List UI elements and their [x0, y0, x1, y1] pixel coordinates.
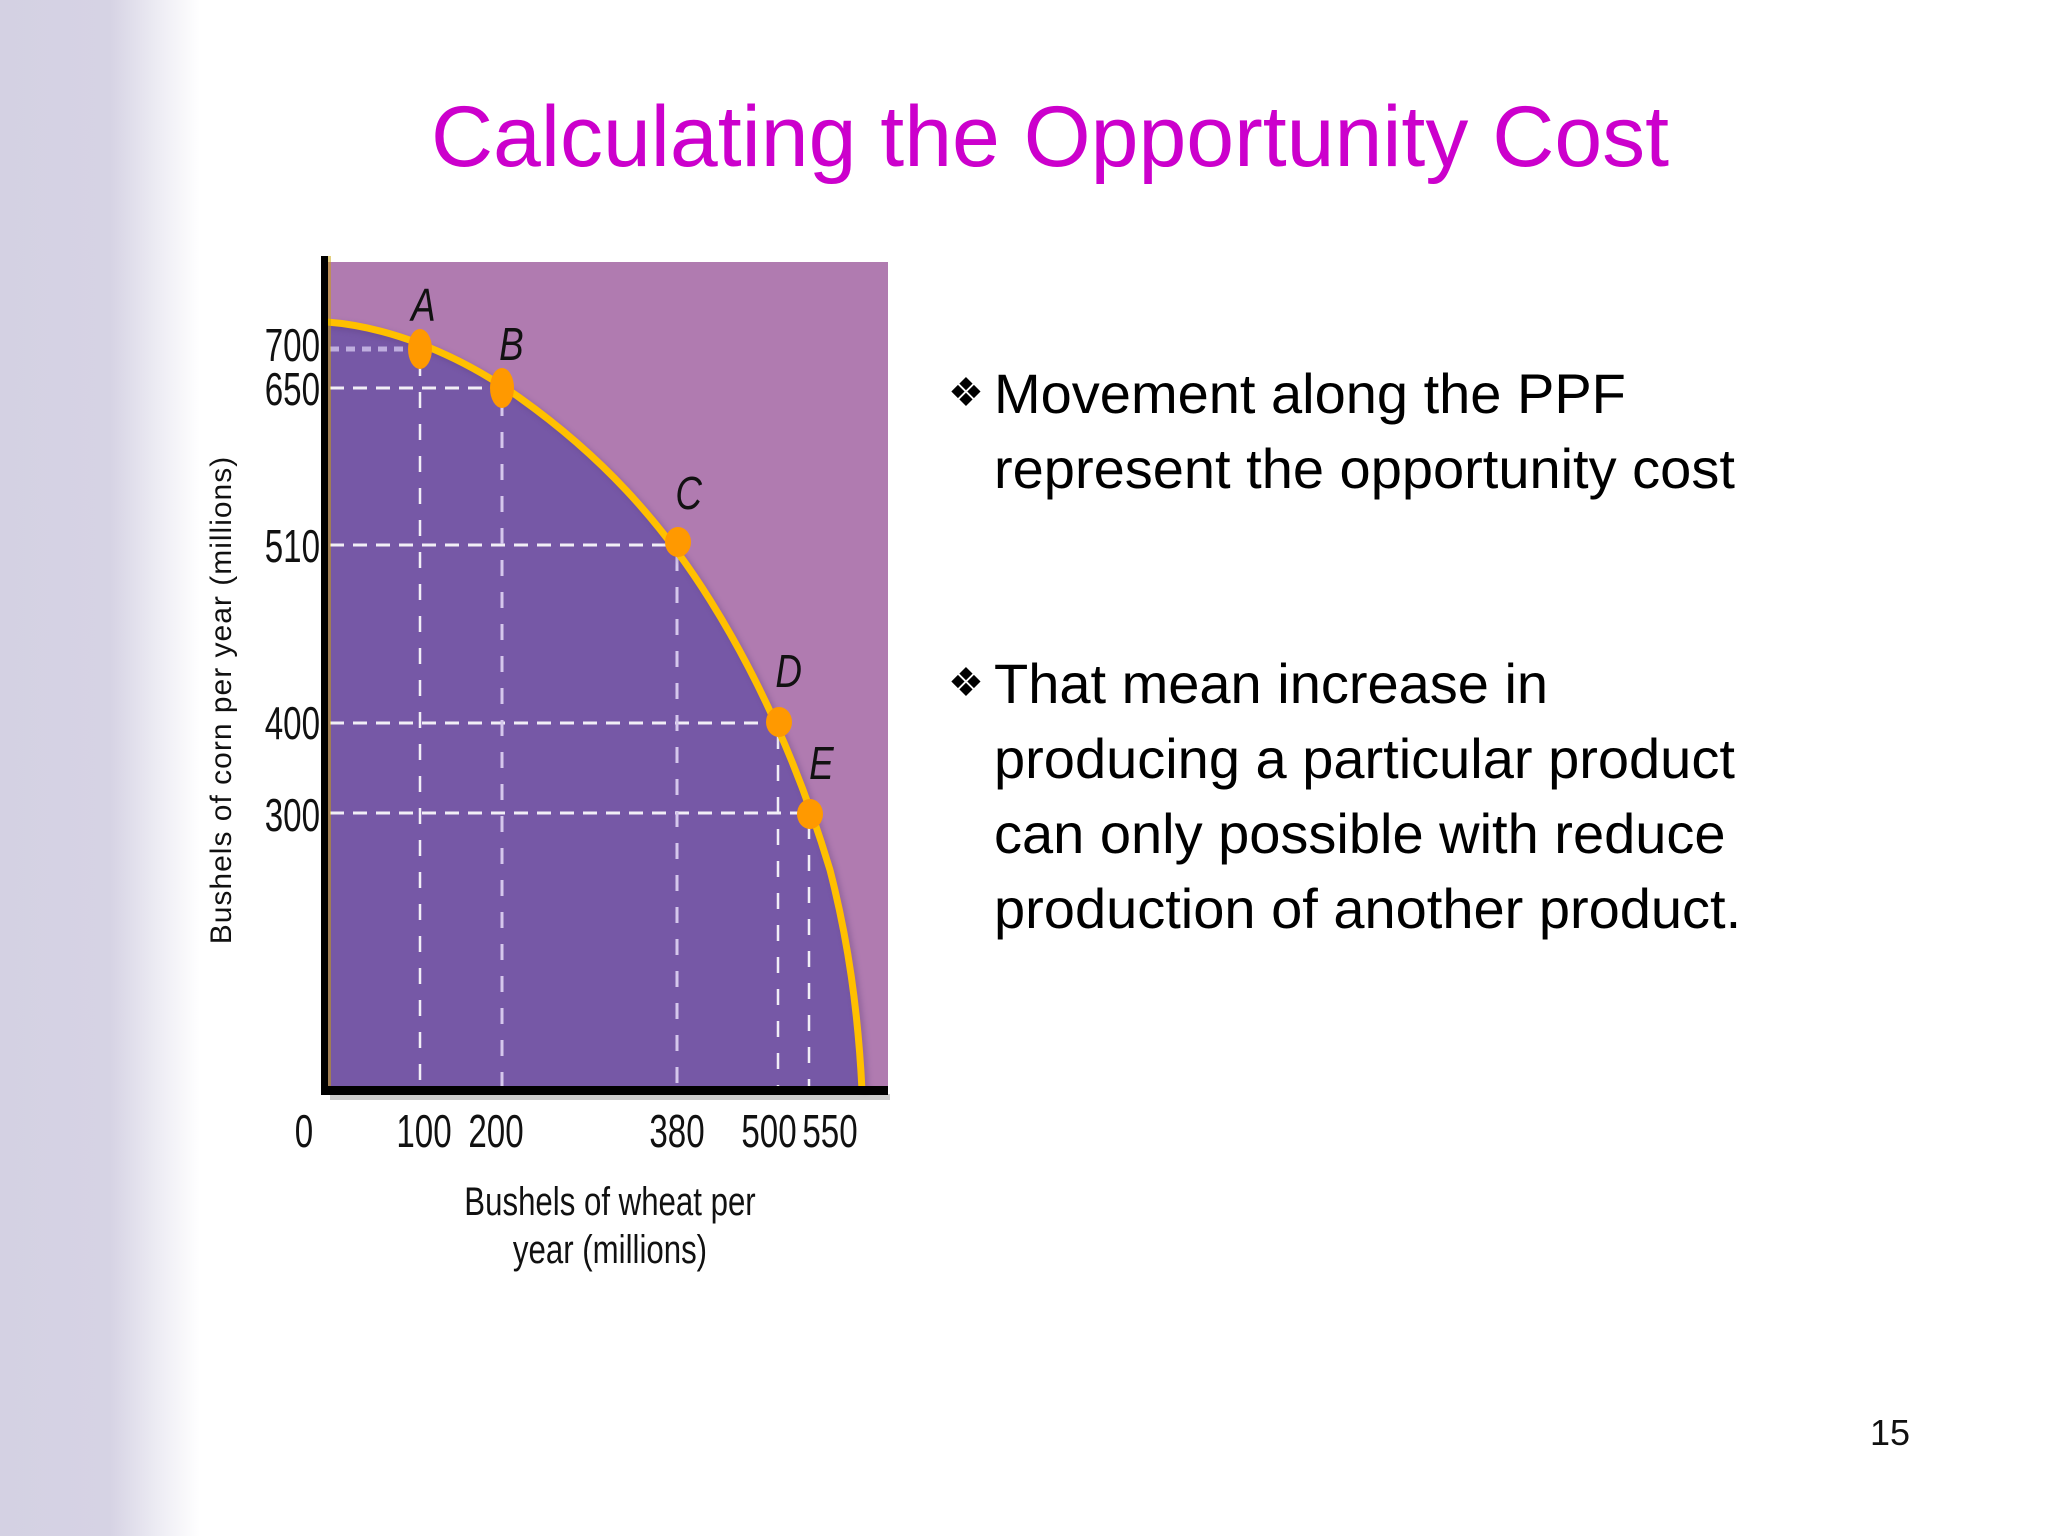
bullet-line: Movement along the PPF	[994, 362, 1626, 425]
data-points	[408, 329, 823, 829]
feasible-region	[327, 322, 862, 1090]
point-label-d: D	[775, 645, 802, 697]
bullet-line: production of another product.	[994, 877, 1742, 940]
x-tick-380: 380	[649, 1105, 705, 1157]
point-label-a: A	[411, 279, 436, 331]
bullet-item: ❖ Movement along the PPF represent the o…	[944, 356, 1944, 506]
y-tick-300: 300	[264, 789, 320, 841]
diamond-cluster-icon: ❖	[948, 371, 984, 415]
page-number: 15	[1870, 1412, 1911, 1453]
point-label-e: E	[809, 737, 834, 789]
y-tick-510: 510	[264, 520, 320, 572]
point-label-b: B	[499, 318, 524, 370]
bullet-line: That mean increase in	[994, 652, 1549, 715]
y-axis-label: Bushels of corn per year (millions)	[205, 455, 238, 945]
bullet-line: can only possible with reduce	[994, 802, 1726, 865]
point-e	[797, 799, 823, 829]
side-gradient-band	[0, 0, 200, 1536]
bullet-line: producing a particular product	[994, 727, 1735, 790]
x-axis-shadow	[330, 1094, 890, 1100]
point-label-c: C	[675, 467, 702, 519]
point-b	[490, 368, 514, 408]
y-tick-650: 650	[264, 363, 320, 415]
x-tick-550: 550	[802, 1105, 858, 1157]
bullet-item: ❖ That mean increase in producing a part…	[944, 646, 1944, 946]
x-tick-100: 100	[396, 1105, 452, 1157]
ppf-curve	[326, 318, 866, 1091]
slide-title: Calculating the Opportunity Cost	[430, 89, 1670, 185]
bullet-line: represent the opportunity cost	[994, 437, 1735, 500]
point-d	[766, 707, 792, 737]
x-tick-500: 500	[741, 1105, 797, 1157]
diamond-cluster-icon: ❖	[948, 661, 984, 705]
guide-lines	[330, 346, 811, 1088]
y-tick-700: 700	[264, 319, 320, 371]
point-a	[408, 329, 432, 369]
bullet-list: ❖ Movement along the PPF represent the o…	[944, 356, 1944, 946]
x-tick-200: 200	[468, 1105, 524, 1157]
x-tick-0: 0	[294, 1105, 314, 1157]
point-c	[665, 527, 691, 557]
y-tick-400: 400	[264, 697, 320, 749]
x-axis	[321, 1086, 888, 1095]
y-axis	[321, 256, 328, 1094]
x-axis-label: Bushels of wheat per year (millions)	[464, 1180, 756, 1272]
